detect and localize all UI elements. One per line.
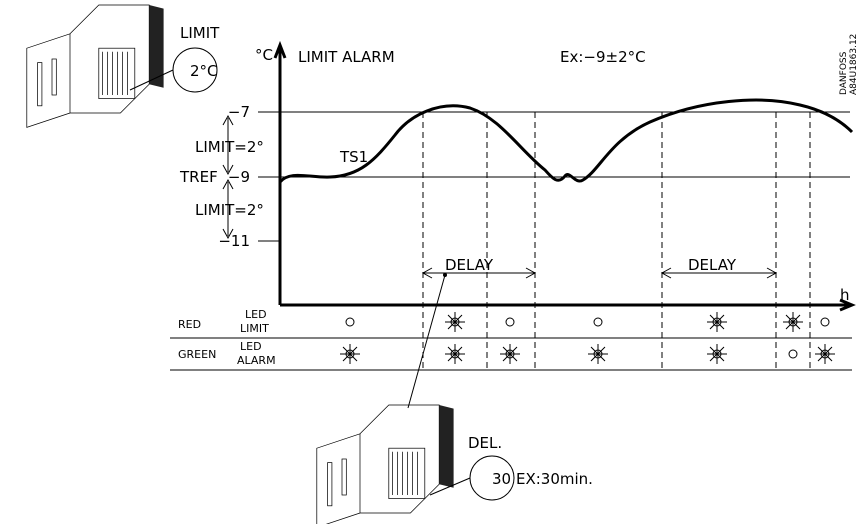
tref: TREF [179,168,218,186]
maker: DANFOSS [839,51,849,95]
level-lines [258,112,850,241]
device-setting: 2°C [190,62,218,80]
x-unit: h [840,286,850,304]
level: −11 [218,232,250,250]
device-label: DEL. [468,434,502,452]
limit-label: LIMIT=2° [195,138,264,156]
controller-bottom: DEL. 30 EX:30min. [317,273,593,524]
row-led: LED [245,308,267,321]
example: Ex:−9±2°C [560,48,646,66]
device-label: LIMIT [180,24,220,42]
row-color: RED [178,318,201,331]
device-example: EX:30min. [516,470,593,488]
x-axis [280,300,852,310]
controller-top: LIMIT 2°C [27,5,220,127]
title: LIMIT ALARM [298,48,395,66]
code: A84U1863.12 [849,34,858,95]
diagram: LIMIT 2°C °C LIMIT ALARM Ex:−9±2°C DANFO… [0,0,858,524]
level: −9 [228,168,250,186]
delay-label: DELAY [688,256,737,274]
row-color: GREEN [178,348,216,361]
unit: °C [255,46,273,64]
sensor: TS1 [339,148,368,166]
row-name: LIMIT [240,322,269,335]
delay-label: DELAY [445,256,494,274]
row-name: ALARM [237,354,276,367]
limit-label: LIMIT=2° [195,201,264,219]
event-lines [423,112,810,370]
device-setting: 30 [492,470,511,488]
row-led: LED [240,340,262,353]
level: −7 [228,103,250,121]
y-axis [275,45,285,305]
